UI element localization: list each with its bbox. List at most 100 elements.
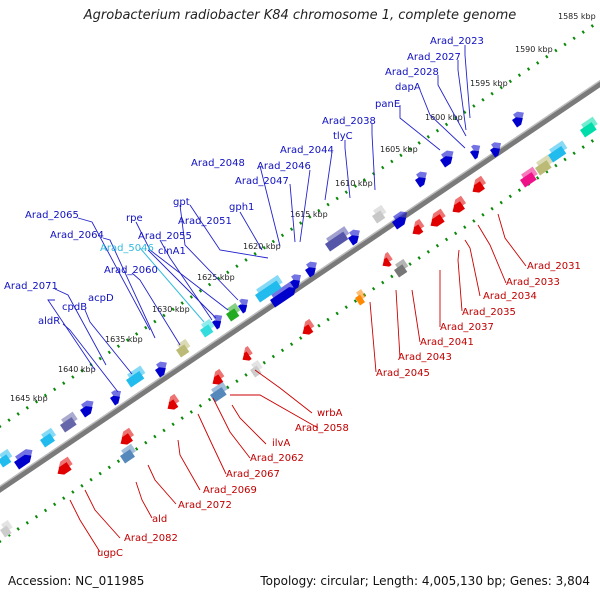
- kbp-tick: 1590 kbp: [515, 45, 553, 54]
- forward-gene-glyph: [470, 144, 481, 160]
- gene-label: cinA1: [158, 246, 186, 257]
- reverse-gene-glyph: [520, 166, 538, 188]
- gene-label: Arad_2055: [138, 231, 192, 242]
- forward-gene-glyph: [126, 365, 146, 388]
- forward-gene-glyph: [415, 171, 427, 188]
- gene-label: Arad_2045: [376, 368, 430, 379]
- gene-label: Arad_2044: [280, 145, 334, 156]
- kbp-tick: 1635 kbp: [105, 335, 143, 344]
- reverse-gene-glyph: [0, 519, 13, 538]
- reverse-gene-glyph: [302, 318, 315, 335]
- gene-label: aldR: [38, 316, 60, 327]
- gene-label: Arad_2035: [462, 307, 516, 318]
- blue-leader-lines: [47, 45, 471, 393]
- accession-label: Accession: NC_011985: [8, 574, 145, 588]
- gene-label: Arad_2034: [483, 291, 537, 302]
- gene-label: rpe: [126, 213, 143, 224]
- kbp-tick: 1595 kbp: [470, 79, 508, 88]
- kbp-tick: 1600 kbp: [425, 113, 463, 122]
- gene-label: Arad_2065: [25, 210, 79, 221]
- reverse-gene-glyph: [548, 140, 568, 163]
- gene-label: ald: [152, 514, 167, 525]
- forward-gene-glyph: [348, 229, 360, 246]
- reverse-gene-glyph: [212, 368, 225, 385]
- gene-label: dapA: [395, 82, 421, 93]
- forward-gene-glyph: [392, 211, 408, 230]
- gene-label: Arad_2071: [4, 281, 58, 292]
- gene-label: Arad_2051: [178, 216, 232, 227]
- gene-label: Arad_2064: [50, 230, 104, 241]
- gene-label: ugpC: [97, 548, 123, 559]
- forward-gene-glyph: [226, 302, 241, 322]
- gene-label: Arad_2028: [385, 67, 439, 78]
- highlight-leader-line: [139, 247, 205, 323]
- forward-gene-glyph: [176, 338, 191, 358]
- gene-label: gpt: [173, 197, 190, 208]
- forward-gene-glyph: [60, 411, 78, 433]
- topology-label: Topology: circular; Length: 4,005,130 bp…: [260, 574, 590, 588]
- forward-gene-glyph: [255, 274, 283, 303]
- kbp-tick: 1645 kbp: [10, 394, 48, 403]
- gene-label: gph1: [229, 202, 254, 213]
- gene-label: wrbA: [317, 408, 343, 419]
- kbp-tick: 1640 kbp: [58, 365, 96, 374]
- reverse-gene-glyph: [452, 195, 467, 213]
- gene-label: Arad_2047: [235, 176, 289, 187]
- forward-gene-labels: Arad_2023 Arad_2027 Arad_2028 dapA panE …: [4, 36, 484, 327]
- gene-label: Arad_2046: [257, 161, 311, 172]
- forward-gene-glyph: [305, 261, 317, 278]
- gene-label: Arad_2082: [124, 533, 178, 544]
- reverse-gene-glyph: [242, 345, 253, 361]
- forward-gene-glyph: [270, 281, 297, 308]
- gene-label: Arad_2048: [191, 158, 245, 169]
- gene-label: Arad_2072: [178, 500, 232, 511]
- gene-label: Arad_2062: [250, 453, 304, 464]
- genome-title: Agrobacterium radiobacter K84 chromosome…: [83, 8, 517, 23]
- gene-label: tlyC: [333, 131, 353, 142]
- forward-gene-glyph: [440, 150, 454, 168]
- gene-label-highlight: Arad_5046: [100, 243, 154, 254]
- gene-label: ilvA: [272, 438, 290, 449]
- kbp-tick: 1620 kbp: [243, 242, 281, 251]
- kbp-tick-labels: 1585 kbp 1590 kbp 1595 kbp 1600 kbp 1605…: [10, 12, 596, 403]
- reverse-gene-glyph: [394, 258, 409, 278]
- forward-gene-glyph: [80, 400, 94, 418]
- forward-gene-glyph: [40, 427, 57, 448]
- reverse-gene-labels: Arad_2031 Arad_2033 Arad_2034 Arad_2035 …: [97, 261, 581, 559]
- reverse-gene-glyph: [250, 359, 263, 378]
- gene-label: Arad_2041: [420, 337, 474, 348]
- outer-tick-track: [0, 18, 600, 429]
- reverse-gene-glyph: [430, 208, 446, 227]
- reverse-gene-glyph: [472, 175, 487, 193]
- forward-gene-glyph: [0, 448, 13, 468]
- reverse-gene-glyph: [382, 251, 393, 267]
- gene-label: Arad_2023: [430, 36, 484, 47]
- forward-gene-glyph: [238, 298, 249, 314]
- gene-label: Arad_2060: [104, 265, 158, 276]
- forward-gene-glyph: [110, 390, 122, 406]
- gene-label: Arad_2067: [226, 469, 280, 480]
- reverse-gene-glyph: [210, 381, 228, 403]
- reverse-gene-glyph: [120, 427, 135, 445]
- gene-label: Arad_2037: [440, 322, 494, 333]
- reverse-gene-glyph: [57, 456, 73, 475]
- reverse-gene-glyph: [355, 289, 367, 306]
- kbp-tick: 1605 kbp: [380, 145, 418, 154]
- reverse-gene-glyph: [167, 393, 180, 410]
- reverse-gene-glyph: [580, 116, 598, 138]
- gene-label: panE: [375, 99, 400, 110]
- gene-label: acpD: [88, 293, 114, 304]
- gene-label: Arad_2027: [407, 52, 461, 63]
- gene-label: Arad_2038: [322, 116, 376, 127]
- gene-label: Arad_2033: [506, 277, 560, 288]
- gene-label: Arad_2069: [203, 485, 257, 496]
- inner-tick-track: [0, 133, 600, 544]
- chromosome-backbone-highlight: [0, 79, 600, 488]
- reverse-gene-glyph: [412, 218, 425, 235]
- gene-label: cpdB: [62, 302, 87, 313]
- forward-gene-glyph: [200, 318, 215, 338]
- kbp-tick: 1615 kbp: [290, 210, 328, 219]
- forward-gene-glyph: [372, 204, 387, 224]
- reverse-gene-glyph: [120, 443, 137, 464]
